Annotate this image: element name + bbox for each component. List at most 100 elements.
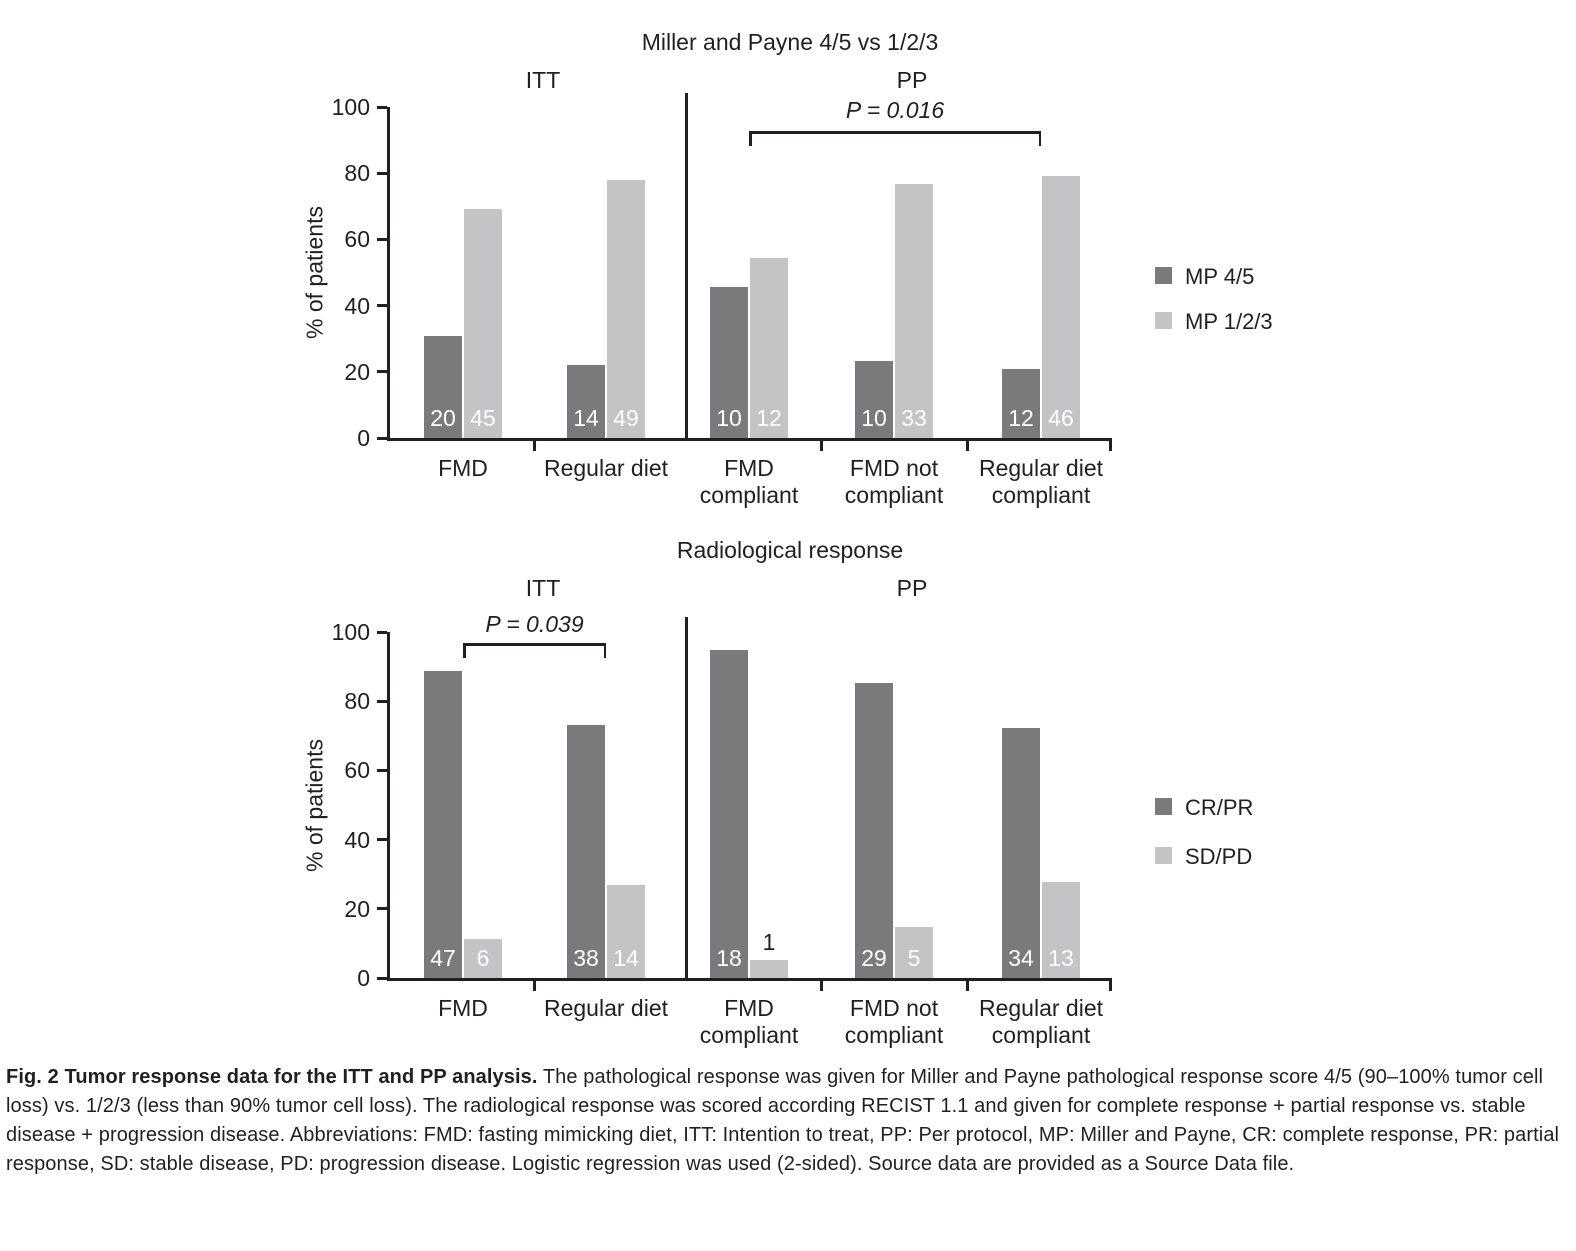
panel-label-itt-bottom: ITT bbox=[525, 575, 561, 601]
panel-label-itt-top: ITT bbox=[525, 67, 561, 93]
bar-value-label: 12 bbox=[756, 405, 782, 431]
bar-value-label: 49 bbox=[613, 405, 639, 431]
y-tick bbox=[377, 171, 387, 175]
bar-value-label: 33 bbox=[901, 405, 927, 431]
group-label: Regular diet compliant bbox=[931, 995, 1151, 1049]
legend-swatch bbox=[1155, 267, 1172, 284]
bar-value-label: 10 bbox=[716, 405, 742, 431]
group-label-line: FMD not bbox=[849, 455, 939, 481]
y-tick-label: 60 bbox=[344, 226, 370, 253]
legend-label: MP 4/5 bbox=[1185, 264, 1255, 289]
group-label-line: FMD bbox=[438, 455, 488, 481]
bar bbox=[1042, 175, 1080, 438]
bar bbox=[424, 336, 462, 438]
y-tick bbox=[377, 237, 387, 241]
group-label-line: Regular diet bbox=[543, 995, 669, 1021]
y-tick-label: 40 bbox=[344, 292, 370, 319]
significance-bracket bbox=[749, 131, 1041, 134]
y-tick bbox=[377, 436, 387, 440]
bar bbox=[607, 884, 645, 978]
group-label-line: Regular diet bbox=[543, 455, 669, 481]
x-tick bbox=[966, 981, 969, 991]
bar-value-label: 14 bbox=[613, 945, 639, 971]
group-label-line: Regular diet bbox=[978, 455, 1104, 481]
group-label-line: compliant bbox=[991, 482, 1091, 508]
y-tick-label: 0 bbox=[357, 965, 370, 991]
x-axis bbox=[387, 438, 1112, 441]
y-tick-label: 40 bbox=[344, 826, 370, 853]
significance-label: P = 0.039 bbox=[485, 611, 584, 637]
group-label: Regular diet bbox=[496, 455, 716, 482]
panel-label-pp-bottom: PP bbox=[896, 575, 928, 601]
group-label-line: compliant bbox=[844, 1022, 944, 1048]
bar-value-label: 29 bbox=[861, 945, 887, 971]
bar bbox=[895, 927, 933, 978]
legend-label: SD/PD bbox=[1185, 844, 1253, 869]
legend-swatch bbox=[1155, 312, 1172, 329]
group-label: FMD bbox=[353, 995, 573, 1022]
legend-swatch bbox=[1155, 798, 1172, 815]
group-label: Regular diet compliant bbox=[931, 455, 1151, 509]
bar-value-label: 34 bbox=[1008, 945, 1034, 971]
chart-title-radiological: Radiological response bbox=[676, 537, 904, 563]
panel-divider bbox=[684, 617, 688, 978]
bar bbox=[750, 959, 788, 978]
bar-value-label: 45 bbox=[470, 405, 496, 431]
significance-bracket-end bbox=[749, 131, 752, 146]
significance-bracket-end bbox=[603, 643, 606, 658]
bar bbox=[464, 208, 502, 438]
y-tick bbox=[377, 699, 387, 703]
y-tick-label: 60 bbox=[344, 757, 370, 784]
y-tick-label: 80 bbox=[344, 688, 370, 715]
bar-value-label: 5 bbox=[907, 945, 921, 971]
bar-value-label: 38 bbox=[573, 945, 599, 971]
y-tick bbox=[377, 370, 387, 374]
y-tick bbox=[377, 105, 387, 109]
bar bbox=[710, 287, 748, 438]
y-tick bbox=[377, 768, 387, 772]
significance-bracket-end bbox=[463, 643, 466, 658]
y-tick-label: 0 bbox=[357, 425, 370, 451]
bar-value-label: 20 bbox=[430, 405, 456, 431]
panel-divider bbox=[684, 93, 688, 438]
bar bbox=[1042, 882, 1080, 978]
figure-caption: Fig. 2 Tumor response data for the ITT a… bbox=[6, 1063, 1568, 1179]
y-axis bbox=[387, 632, 390, 981]
y-tick bbox=[377, 630, 387, 634]
significance-bracket-end bbox=[1038, 131, 1041, 146]
bar-value-label: 12 bbox=[1008, 405, 1034, 431]
bar bbox=[607, 180, 645, 438]
bar bbox=[424, 671, 462, 978]
bar bbox=[464, 938, 502, 978]
bar bbox=[750, 257, 788, 438]
y-tick-label: 20 bbox=[344, 895, 370, 922]
group-label-line: compliant bbox=[699, 482, 799, 508]
bar bbox=[895, 184, 933, 438]
y-tick-label: 100 bbox=[331, 94, 370, 120]
y-tick-label: 80 bbox=[344, 160, 370, 187]
y-axis-label-top: % of patients bbox=[301, 206, 328, 339]
y-tick bbox=[377, 838, 387, 842]
bar bbox=[567, 364, 605, 438]
x-tick bbox=[1109, 981, 1112, 991]
group-label-line: FMD bbox=[724, 455, 774, 481]
y-tick-label: 100 bbox=[331, 619, 370, 645]
x-tick bbox=[533, 981, 536, 991]
x-tick bbox=[1109, 441, 1112, 451]
x-tick bbox=[966, 441, 969, 451]
group-label: Regular diet bbox=[496, 995, 716, 1022]
significance-bracket bbox=[463, 643, 606, 646]
group-label: FMD not compliant bbox=[784, 995, 1004, 1049]
bar-value-label: 1 bbox=[762, 928, 776, 955]
caption-lead: Fig. 2 Tumor response data for the ITT a… bbox=[6, 1066, 538, 1088]
bar bbox=[855, 682, 893, 978]
group-label-line: Regular diet bbox=[978, 995, 1104, 1021]
group-label: FMD not compliant bbox=[784, 455, 1004, 509]
bar-value-label: 47 bbox=[430, 945, 456, 971]
group-label-line: FMD bbox=[438, 995, 488, 1021]
y-tick-label: 20 bbox=[344, 358, 370, 385]
bar bbox=[567, 725, 605, 978]
bar-value-label: 6 bbox=[476, 945, 490, 971]
group-label-line: compliant bbox=[991, 1022, 1091, 1048]
